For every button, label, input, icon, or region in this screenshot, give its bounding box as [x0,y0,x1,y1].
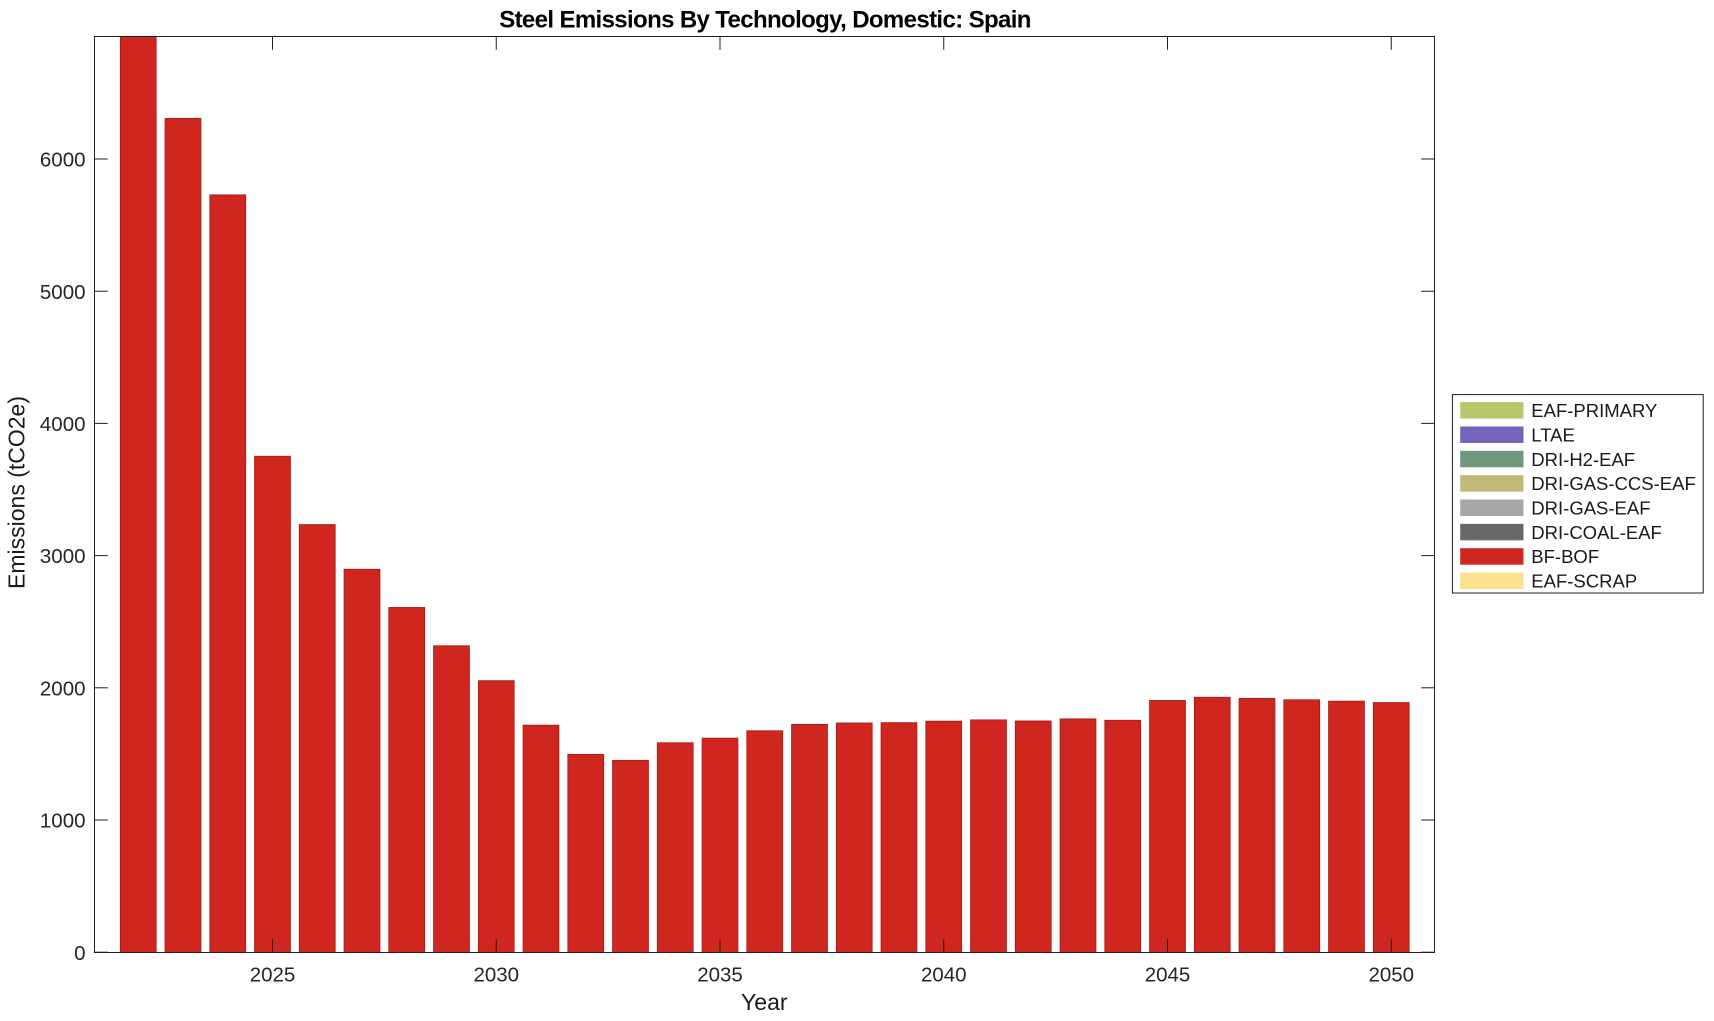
svg-text:2035: 2035 [697,964,743,987]
svg-text:2025: 2025 [250,964,296,987]
svg-text:Steel Emissions By Technology,: Steel Emissions By Technology, Domestic:… [499,7,1031,34]
svg-text:EAF-PRIMARY: EAF-PRIMARY [1531,400,1657,421]
svg-text:DRI-GAS-CCS-EAF: DRI-GAS-CCS-EAF [1531,473,1695,494]
svg-text:2045: 2045 [1145,964,1191,987]
svg-text:LTAE: LTAE [1531,424,1575,445]
svg-text:3000: 3000 [40,545,86,568]
svg-text:DRI-H2-EAF: DRI-H2-EAF [1531,449,1635,470]
svg-text:2040: 2040 [921,964,967,987]
svg-text:1000: 1000 [40,810,86,833]
svg-text:Emissions (tCO2e): Emissions (tCO2e) [3,396,29,589]
svg-text:2050: 2050 [1368,964,1414,987]
svg-text:DRI-COAL-EAF: DRI-COAL-EAF [1531,522,1662,543]
svg-text:6000: 6000 [40,149,86,172]
svg-text:0: 0 [74,942,85,965]
svg-text:2000: 2000 [40,677,86,700]
svg-text:Year: Year [741,989,788,1015]
svg-text:BF-BOF: BF-BOF [1531,546,1599,567]
svg-text:5000: 5000 [40,281,86,304]
svg-text:4000: 4000 [40,413,86,436]
svg-text:DRI-GAS-EAF: DRI-GAS-EAF [1531,497,1650,518]
svg-text:2030: 2030 [473,964,519,987]
svg-text:EAF-SCRAP: EAF-SCRAP [1531,571,1637,592]
